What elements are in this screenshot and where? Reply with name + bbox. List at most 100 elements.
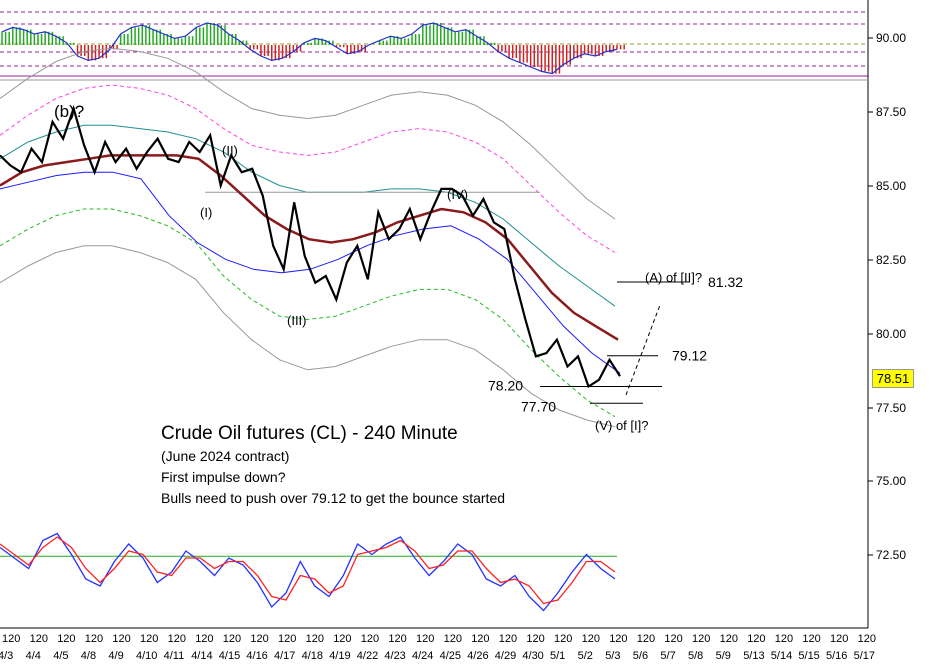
note-line-2: Bulls need to push over 79.12 to get the… <box>161 490 505 506</box>
y-tick-label: 72.50 <box>876 548 906 562</box>
x-hour-label: 120 <box>609 633 627 645</box>
x-hour-label: 120 <box>582 633 600 645</box>
x-hour-label: 120 <box>278 633 296 645</box>
x-hour-label: 120 <box>416 633 434 645</box>
x-hour-label: 120 <box>223 633 241 645</box>
contract-note: (June 2024 contract) <box>161 448 289 464</box>
x-hour-label: 120 <box>444 633 462 645</box>
x-hour-label: 120 <box>30 633 48 645</box>
y-tick-label: 82.50 <box>876 253 906 267</box>
x-hour-label: 120 <box>471 633 489 645</box>
envelope-lower-green-line <box>0 208 616 418</box>
x-date-label: 4/24 <box>412 650 433 662</box>
x-hour-label: 120 <box>250 633 268 645</box>
x-hour-label: 120 <box>720 633 738 645</box>
x-date-label: 5/16 <box>826 650 847 662</box>
x-date-label: 4/11 <box>164 650 185 662</box>
x-hour-label: 120 <box>2 633 20 645</box>
top-oscillator-panel <box>0 11 868 77</box>
x-date-label: 4/10 <box>136 650 157 662</box>
x-hour-label: 120 <box>664 633 682 645</box>
x-date-label: 4/16 <box>246 650 267 662</box>
bottom-oscillator-panel <box>0 532 617 612</box>
x-date-label: 4/23 <box>384 650 405 662</box>
bottom-osc-slow-red-line <box>0 536 616 605</box>
chart-title: Crude Oil futures (CL) - 240 Minute <box>161 423 458 444</box>
x-date-label: 5/9 <box>716 650 731 662</box>
x-hour-label: 120 <box>388 633 406 645</box>
level-label: 78.20 <box>488 378 523 394</box>
time-axis: 120 4/3 120 4/4 120 4/5 120 4/8 120 4/9 120 4/10 120… <box>0 633 876 662</box>
x-date-label: 4/26 <box>467 650 488 662</box>
note-line-1: First impulse down? <box>161 469 286 485</box>
x-hour-label: 120 <box>802 633 820 645</box>
x-hour-label: 120 <box>195 633 213 645</box>
y-tick-label: 75.00 <box>876 474 906 488</box>
x-date-label: 5/3 <box>605 650 620 662</box>
wave-label: (III) <box>287 313 307 328</box>
envelope-upper-gray-line <box>0 47 616 220</box>
x-hour-label: 120 <box>333 633 351 645</box>
x-hour-label: 120 <box>775 633 793 645</box>
x-date-label: 4/29 <box>495 650 516 662</box>
x-date-label: 5/1 <box>550 650 565 662</box>
y-tick-label: 87.50 <box>876 105 906 119</box>
wave-label: (b)? <box>54 102 84 121</box>
level-label: 81.32 <box>708 274 743 290</box>
x-date-label: 4/18 <box>302 650 323 662</box>
top-osc-line <box>1 22 618 75</box>
x-hour-label: 120 <box>85 633 103 645</box>
x-hour-label: 120 <box>168 633 186 645</box>
x-hour-label: 120 <box>361 633 379 645</box>
x-date-label: 4/17 <box>274 650 295 662</box>
x-date-label: 4/25 <box>440 650 461 662</box>
x-date-label: 4/9 <box>108 650 123 662</box>
x-date-label: 5/15 <box>798 650 819 662</box>
x-hour-label: 120 <box>858 633 876 645</box>
band-upper-teal-line <box>0 124 616 307</box>
wave-label: (IV) <box>447 187 468 202</box>
x-hour-label: 120 <box>499 633 517 645</box>
current-price-badge: 78.51 <box>872 369 914 388</box>
x-date-label: 4/19 <box>329 650 350 662</box>
projection-dash <box>625 304 661 396</box>
y-tick-label: 77.50 <box>876 401 906 415</box>
x-date-label: 4/22 <box>357 650 378 662</box>
x-date-label: 4/5 <box>53 650 68 662</box>
x-date-label: 4/14 <box>191 650 212 662</box>
y-tick-label: 85.00 <box>876 179 906 193</box>
envelope-lower-gray-line <box>0 245 616 428</box>
x-hour-label: 120 <box>554 633 572 645</box>
wave-label: (V) of [I]? <box>595 418 648 433</box>
wave-label: (I) <box>200 205 212 220</box>
main-price-panel <box>0 47 621 428</box>
x-hour-label: 120 <box>692 633 710 645</box>
x-date-label: 4/15 <box>219 650 240 662</box>
level-label: 79.12 <box>672 348 707 364</box>
x-date-label: 5/7 <box>660 650 675 662</box>
x-hour-label: 120 <box>57 633 75 645</box>
wave-label: (A) of [II]? <box>645 270 702 285</box>
envelope-upper-pink-line <box>0 84 616 253</box>
price-line <box>0 104 621 389</box>
band-lower-blue-line <box>0 171 621 374</box>
x-hour-label: 120 <box>830 633 848 645</box>
annotations: (b)? (II) (I) (III) (IV) (A) of [II]? (V) of [… <box>54 102 743 506</box>
x-date-label: 5/6 <box>633 650 648 662</box>
x-date-label: 4/4 <box>26 650 41 662</box>
x-date-label: 4/8 <box>81 650 96 662</box>
x-date-label: 5/14 <box>771 650 792 662</box>
y-tick-label: 80.00 <box>876 327 906 341</box>
x-hour-label: 120 <box>140 633 158 645</box>
price-axis: 90.00 87.50 85.00 82.50 80.00 77.50 75.00 72.50 <box>868 31 906 562</box>
bottom-osc-fast-blue-line <box>0 532 616 612</box>
y-tick-label: 90.00 <box>876 31 906 45</box>
x-date-label: 4/30 <box>522 650 543 662</box>
x-date-label: 5/2 <box>578 650 593 662</box>
x-date-label: 4/3 <box>0 650 13 662</box>
x-hour-label: 120 <box>637 633 655 645</box>
x-date-label: 5/17 <box>854 650 875 662</box>
x-hour-label: 120 <box>112 633 130 645</box>
x-hour-label: 120 <box>747 633 765 645</box>
